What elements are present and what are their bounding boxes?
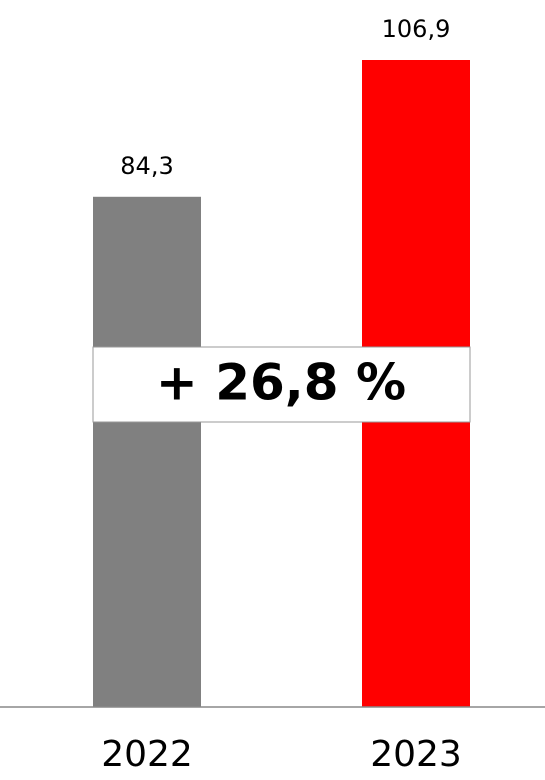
x-tick-label: 2022 (101, 734, 193, 775)
annotation: + 26,8 % (156, 354, 406, 412)
value-label: 106,9 (382, 15, 451, 43)
value-label: 84,3 (120, 152, 173, 180)
annotation-box (92, 346, 471, 423)
bar (93, 196, 201, 707)
x-tick-label: 2023 (370, 734, 462, 775)
